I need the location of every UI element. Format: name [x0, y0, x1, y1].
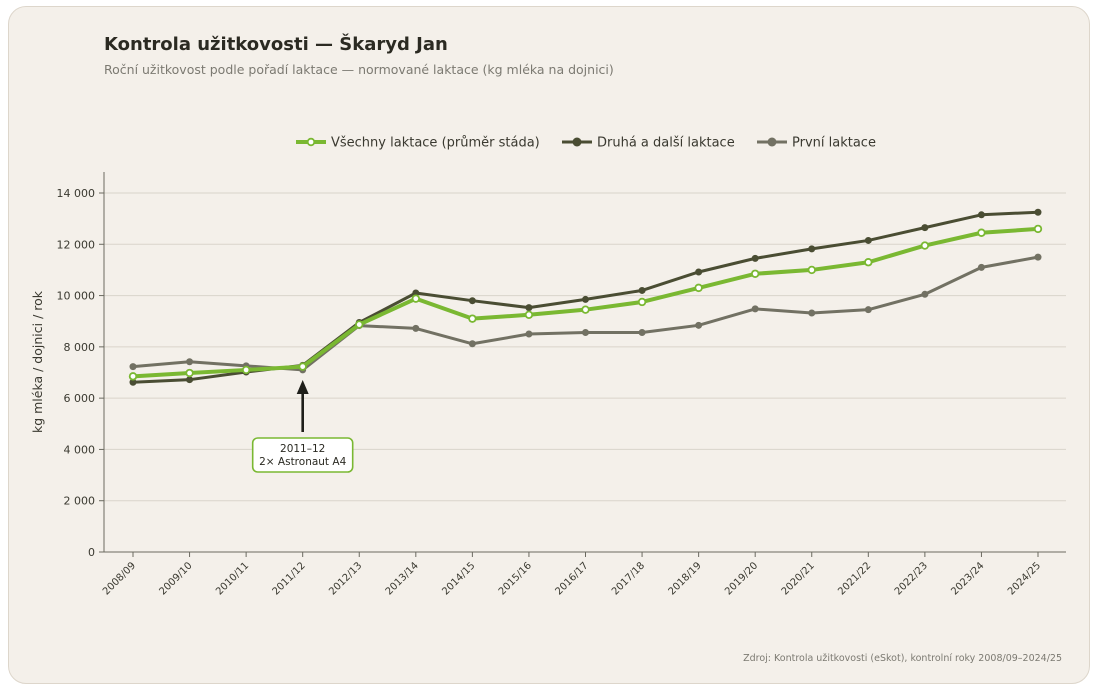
data-point-first — [808, 309, 816, 317]
data-point-second — [751, 254, 759, 262]
y-tick-label: 8 000 — [64, 341, 96, 354]
data-point-second — [412, 289, 420, 297]
x-tick-label: 2012/13 — [327, 560, 364, 597]
legend-label: První laktace — [792, 136, 876, 151]
y-tick-label: 12 000 — [57, 238, 96, 251]
legend-swatch-dot — [767, 137, 777, 147]
data-point-all — [243, 367, 249, 373]
y-axis-label: kg mléka / dojnici / rok — [30, 290, 45, 433]
y-tick-label: 10 000 — [57, 290, 96, 303]
x-axis-ticks: 2008/09 2009/10 2010/11 2011/12 2012/13 2013/… — [101, 552, 1043, 597]
x-tick-label: 2008/09 — [101, 560, 138, 597]
data-point-second — [525, 304, 533, 312]
x-tick-label: 2009/10 — [158, 560, 195, 597]
legend-item-first: První laktace — [757, 136, 876, 151]
data-point-second — [921, 224, 929, 232]
y-tick-label: 4 000 — [64, 443, 96, 456]
legend: Všechny laktace (průměr stáda) Druhá a da… — [296, 136, 876, 151]
legend-swatch-dot — [572, 137, 582, 147]
annotation-line1: 2011–12 — [280, 443, 325, 455]
legend-item-all: Všechny laktace (průměr stáda) — [296, 136, 540, 151]
legend-label: Druhá a další laktace — [597, 136, 735, 151]
series-second — [129, 208, 1042, 386]
data-point-first — [638, 328, 646, 336]
data-point-second — [808, 245, 816, 253]
annotation-arrow-head — [296, 380, 309, 394]
data-point-first — [412, 324, 420, 332]
legend-label: Všechny laktace (průměr stáda) — [331, 136, 540, 151]
data-point-all — [130, 373, 136, 379]
data-point-all — [187, 370, 192, 376]
data-point-second — [864, 236, 872, 244]
data-point-all — [639, 299, 645, 305]
data-point-second — [129, 378, 137, 386]
x-tick-label: 2013/14 — [384, 560, 421, 597]
data-point-second — [582, 295, 589, 303]
x-tick-label: 2019/20 — [723, 560, 760, 597]
x-tick-label: 2021/22 — [836, 560, 873, 597]
data-point-first — [186, 358, 194, 366]
x-tick-label: 2015/16 — [497, 560, 534, 597]
data-point-all — [809, 267, 815, 273]
x-tick-label: 2024/25 — [1006, 560, 1043, 597]
data-point-first — [582, 328, 589, 336]
source-note: Zdroj: Kontrola užitkovosti (eSkot), kon… — [743, 653, 1062, 664]
x-tick-label: 2011/12 — [271, 560, 308, 597]
data-point-first — [695, 321, 703, 329]
data-point-first — [129, 363, 137, 371]
data-point-all — [696, 285, 702, 291]
x-tick-label: 2023/24 — [949, 560, 986, 597]
data-point-all — [526, 312, 532, 318]
data-point-first — [864, 306, 872, 314]
data-point-second — [186, 376, 194, 384]
series-lines — [128, 208, 1043, 386]
x-tick-label: 2017/18 — [610, 560, 647, 597]
chart-card — [8, 6, 1090, 684]
legend-item-second: Druhá a další laktace — [562, 136, 735, 151]
x-tick-label: 2018/19 — [667, 560, 704, 597]
data-point-all — [300, 364, 306, 370]
data-point-all — [583, 307, 588, 313]
data-point-all — [752, 271, 758, 277]
data-point-second — [638, 286, 646, 294]
annotation-line2: 2× Astronaut A4 — [259, 456, 346, 468]
data-point-all — [469, 316, 475, 322]
data-point-first — [751, 305, 759, 313]
data-point-first — [525, 330, 533, 338]
y-tick-label: 6 000 — [64, 392, 96, 405]
chart-subtitle: Roční užitkovost podle pořadí laktace — … — [104, 62, 614, 77]
data-point-first — [1034, 253, 1042, 261]
y-axis-ticks: 0 2 000 4 000 6 000 8 000 10 000 12 000 14 000 — [57, 187, 104, 559]
legend-swatch-dot — [308, 139, 314, 145]
series-all — [128, 224, 1043, 381]
y-tick-label: 14 000 — [57, 187, 96, 200]
data-point-first — [921, 290, 929, 298]
data-point-all — [1035, 226, 1041, 232]
annotation: 2011–122× Astronaut A4 — [251, 380, 354, 473]
data-point-all — [922, 243, 928, 248]
data-point-first — [977, 263, 985, 271]
annotation-box — [251, 437, 354, 473]
y-tick-label: 2 000 — [64, 495, 96, 508]
x-tick-label: 2014/15 — [440, 560, 477, 597]
data-point-all — [979, 230, 984, 236]
x-tick-label: 2020/21 — [780, 560, 817, 597]
data-point-second — [977, 211, 985, 219]
x-tick-label: 2016/17 — [553, 560, 590, 597]
data-point-all — [865, 259, 871, 265]
data-point-second — [468, 297, 476, 305]
data-point-second — [695, 268, 703, 276]
data-point-all — [356, 322, 362, 327]
data-point-second — [1034, 208, 1042, 216]
x-tick-label: 2010/11 — [214, 560, 251, 597]
grid-lines — [104, 192, 1066, 502]
chart-title: Kontrola užitkovosti — Škaryd Jan — [104, 34, 448, 55]
x-tick-label: 2022/23 — [893, 560, 930, 597]
data-point-first — [468, 340, 476, 348]
data-point-all — [413, 296, 419, 302]
y-tick-label: 0 — [88, 546, 95, 559]
